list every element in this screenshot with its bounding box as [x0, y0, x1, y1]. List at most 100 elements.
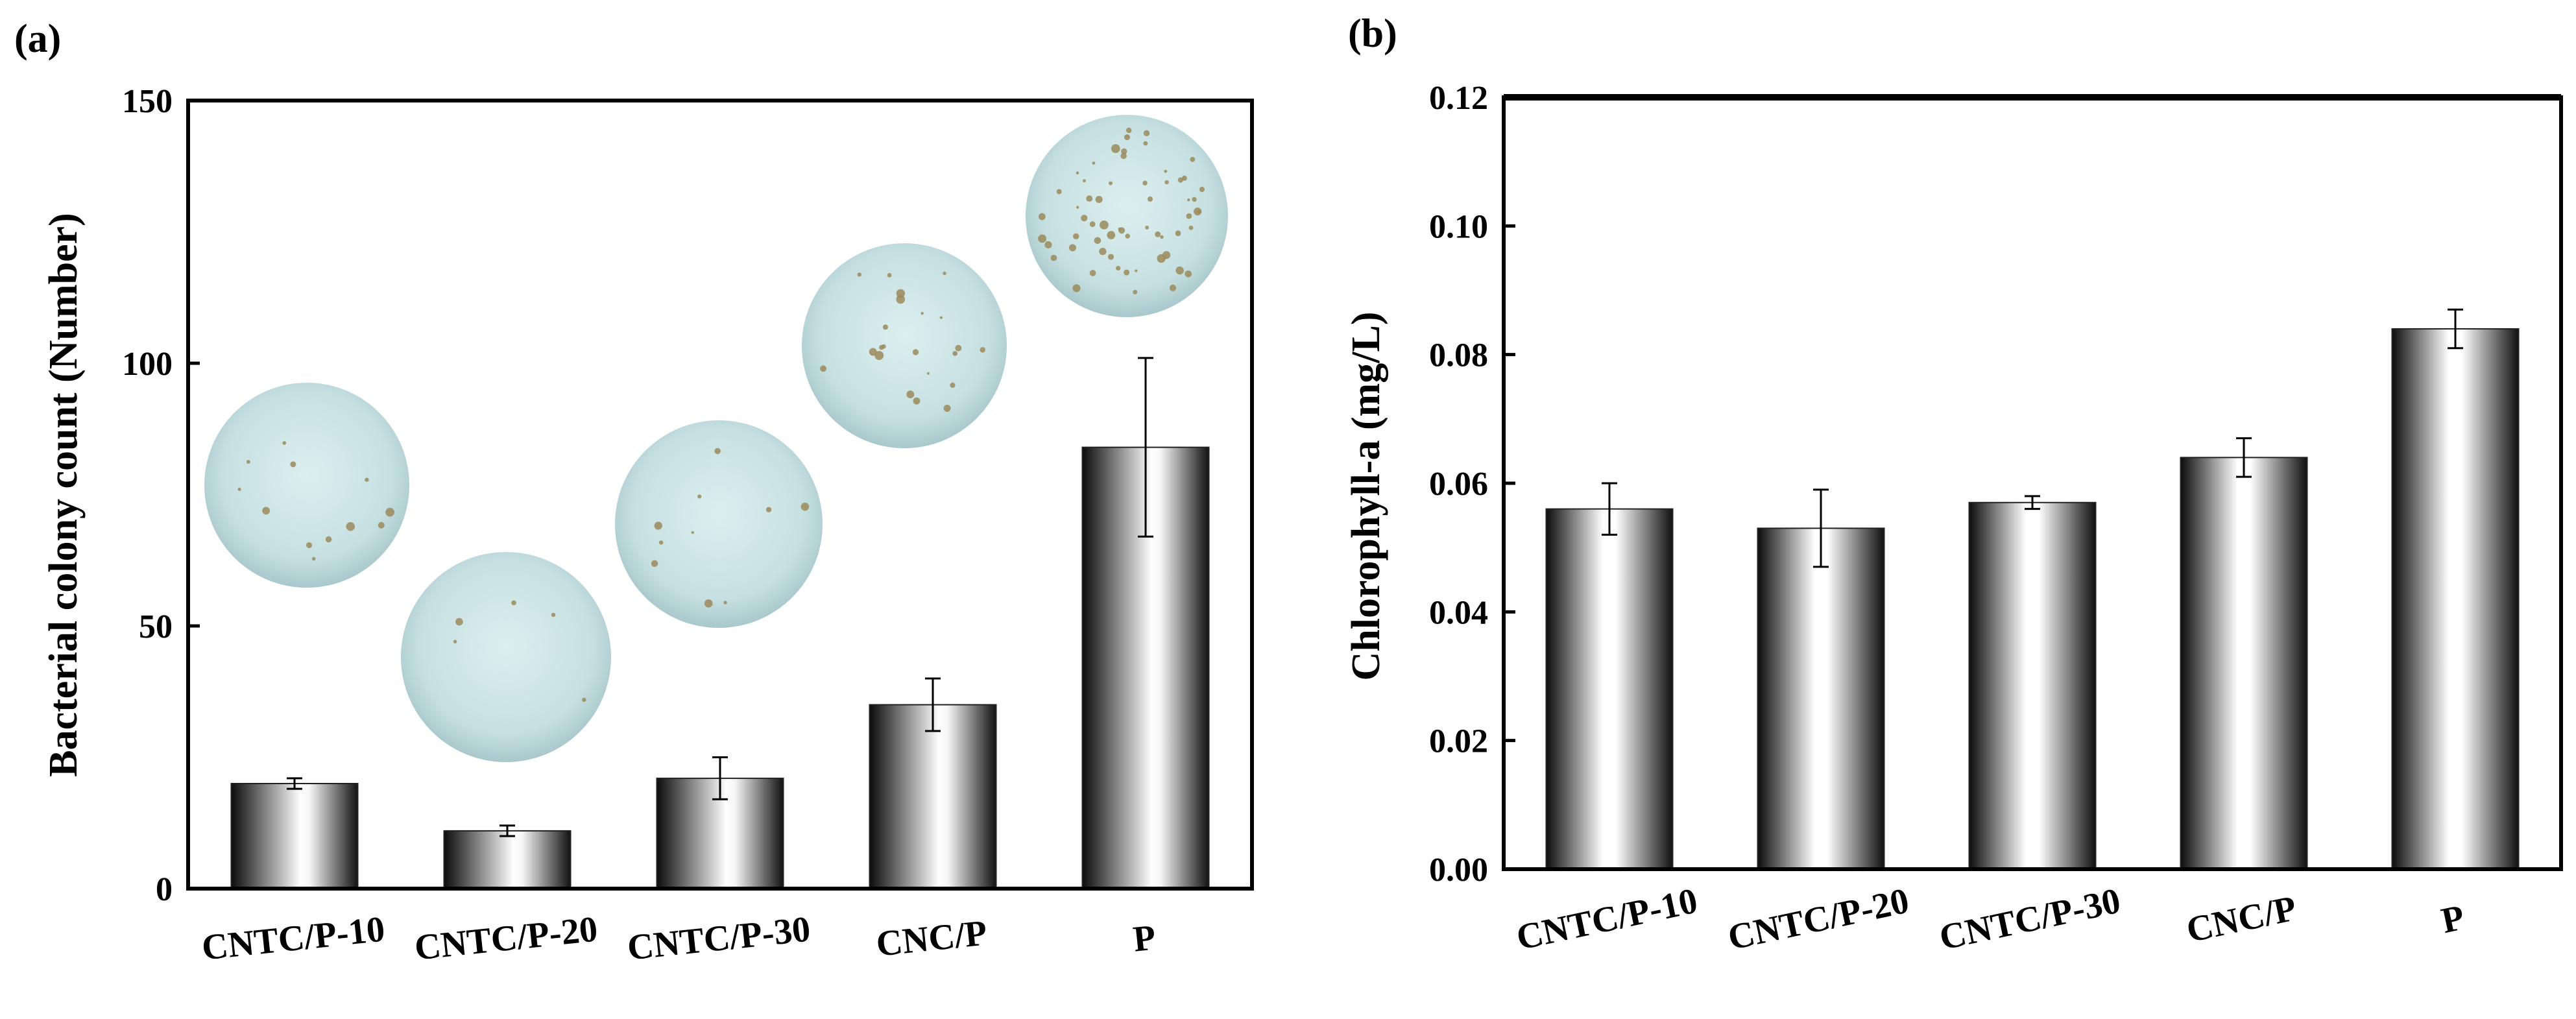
colony-dot — [1145, 225, 1150, 230]
colony-dot — [980, 347, 986, 353]
bar-p — [2391, 328, 2520, 870]
colony-dot — [1089, 270, 1096, 276]
colony-dot — [365, 477, 369, 482]
category-label-cnc-p: CNC/P — [2183, 888, 2300, 950]
colony-dot — [282, 441, 287, 445]
colony-dot — [1186, 213, 1192, 219]
colony-dot — [1086, 195, 1093, 202]
colony-dot — [378, 521, 385, 529]
colony-dot — [246, 460, 250, 464]
bar-cnc-p — [2180, 457, 2308, 870]
colony-dot — [765, 507, 772, 512]
colony-dot — [723, 601, 727, 605]
colony-dot — [1175, 266, 1184, 275]
colony-dot — [582, 697, 586, 702]
panel-a-plot-frame — [186, 99, 1254, 891]
category-label-cntc-p-10: CNTC/P-10 — [200, 909, 387, 968]
colony-dot — [1072, 233, 1079, 239]
agar-plate-cntc-p-20 — [401, 552, 611, 762]
agar-plate-disc — [401, 552, 611, 762]
panel-b-y-axis-title: Chlorophyll-a (mg/L) — [1344, 312, 1388, 681]
colony-dot — [1109, 181, 1113, 186]
colony-dot — [1111, 144, 1120, 153]
colony-dot — [879, 344, 884, 350]
agar-plate-disc — [204, 383, 409, 588]
colony-dot — [1190, 156, 1196, 162]
y-tick-label: 0.08 — [1429, 337, 1488, 374]
colony-dot — [1187, 198, 1190, 202]
colony-dot — [874, 351, 884, 360]
colony-dot — [869, 348, 877, 356]
colony-dot — [943, 271, 946, 276]
y-tick-label: 0.04 — [1429, 594, 1488, 631]
y-tick-label: 0.00 — [1429, 852, 1488, 889]
colony-dot — [1135, 269, 1138, 272]
panel-a-x-axis: CNTC/P-10 CNTC/P-20 CNTC/P-30 CNC/P P — [200, 909, 1157, 968]
category-label-cntc-p-10: CNTC/P-10 — [1513, 881, 1701, 959]
colony-dot — [1095, 195, 1103, 204]
panel-a-y-axis-title: Bacterial colony count (Number) — [42, 213, 86, 777]
bar-cntc-p-20 — [1757, 527, 1885, 870]
category-label-cntc-p-20: CNTC/P-20 — [1724, 881, 1912, 959]
colony-dot — [955, 344, 962, 352]
y-tick-label: 0.06 — [1429, 466, 1488, 503]
colony-dot — [1076, 206, 1079, 209]
colony-dot — [800, 502, 810, 511]
colony-dot — [1133, 289, 1138, 294]
agar-plate-cntc-p-30 — [615, 420, 823, 628]
colony-dot — [658, 540, 664, 545]
colony-dot — [1160, 235, 1164, 239]
colony-dot — [1107, 231, 1116, 239]
y-tick-label: 0.12 — [1429, 80, 1488, 117]
panel-b-bars — [1545, 308, 2520, 870]
colony-dot — [1056, 189, 1062, 195]
colony-dot — [1181, 175, 1187, 181]
bar-cntc-p-20 — [443, 830, 572, 890]
colony-dot — [896, 289, 905, 298]
colony-dot — [1099, 247, 1107, 256]
colony-dot — [1094, 237, 1101, 245]
colony-dot — [943, 404, 951, 412]
colony-dot — [455, 617, 463, 626]
colony-dot — [882, 324, 888, 330]
agar-plate-disc — [802, 243, 1007, 448]
colony-dot — [921, 311, 924, 315]
y-tick-label: 0.10 — [1429, 208, 1488, 245]
category-label-cntc-p-20: CNTC/P-20 — [413, 909, 599, 968]
colony-dot — [912, 349, 919, 355]
colony-dot — [511, 600, 516, 606]
agar-plate-cntc-p-10 — [204, 383, 409, 588]
category-label-p: P — [2438, 898, 2468, 942]
bar-cntc-p-10 — [1545, 508, 1674, 870]
colony-dot — [1050, 254, 1057, 261]
agar-plate-cnc-p — [802, 243, 1007, 448]
colony-dot — [887, 272, 892, 278]
panel-b-x-axis: CNTC/P-10 CNTC/P-20 CNTC/P-30 CNC/P P — [1513, 881, 2468, 959]
colony-dot — [1147, 196, 1153, 202]
colony-dot — [1188, 225, 1194, 230]
colony-dot — [1068, 244, 1076, 252]
colony-dot — [1083, 179, 1086, 183]
panel-b-chlorophyll-chart: (b) 0.00 0.02 0.04 0.06 0.08 0.10 0.12 CNTC/P-… — [1344, 12, 2563, 959]
colony-dot — [697, 494, 702, 499]
colony-dot — [651, 560, 658, 568]
colony-dot — [926, 372, 930, 375]
panel-a-y-axis: 0 50 100 150 — [122, 83, 200, 908]
colony-dot — [385, 507, 394, 517]
agar-plate-p — [1026, 115, 1228, 317]
colony-dot — [551, 612, 556, 617]
colony-dot — [913, 397, 921, 405]
colony-dot — [346, 521, 355, 531]
colony-dot — [1125, 234, 1130, 239]
colony-dot — [1197, 210, 1201, 214]
bar-cntc-p-30 — [1968, 501, 2097, 870]
colony-dot — [1164, 180, 1169, 185]
y-tick-label: 50 — [139, 608, 173, 645]
colony-dot — [691, 531, 694, 534]
bar-cnc-p — [869, 704, 997, 889]
agar-plate-insets — [204, 115, 1228, 762]
colony-dot — [1169, 284, 1177, 291]
category-label-cntc-p-30: CNTC/P-30 — [625, 909, 812, 968]
colony-dot — [820, 365, 826, 372]
